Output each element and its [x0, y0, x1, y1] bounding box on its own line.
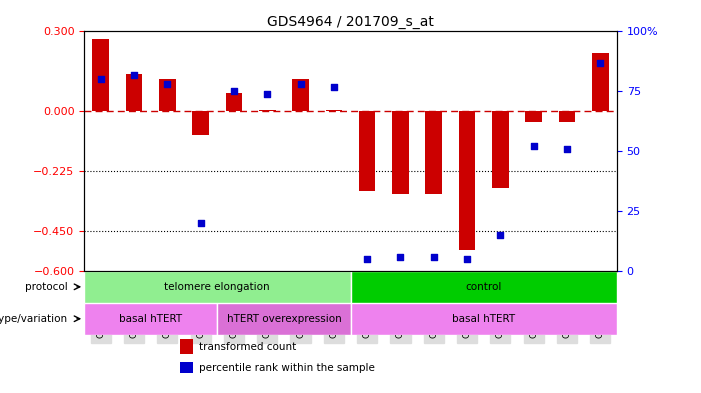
Bar [392, 111, 409, 194]
Bar [93, 39, 109, 111]
Text: telomere elongation: telomere elongation [165, 282, 270, 292]
Bar [226, 93, 243, 111]
FancyBboxPatch shape [84, 271, 350, 303]
Point [461, 256, 472, 262]
Text: basal hTERT: basal hTERT [452, 314, 515, 324]
Bar [458, 111, 475, 250]
Point [328, 83, 339, 90]
Bar [292, 79, 309, 111]
Point [229, 88, 240, 94]
Bar [325, 110, 342, 111]
FancyBboxPatch shape [350, 271, 617, 303]
Point [162, 81, 173, 87]
Point [195, 220, 206, 226]
Text: transformed count: transformed count [198, 342, 296, 352]
Bar [525, 111, 542, 122]
Bar [592, 53, 608, 111]
Point [528, 143, 539, 149]
Bar [259, 110, 275, 111]
Text: control: control [465, 282, 502, 292]
Text: percentile rank within the sample: percentile rank within the sample [198, 363, 374, 373]
Point [261, 90, 273, 97]
Bar [159, 79, 176, 111]
FancyBboxPatch shape [217, 303, 350, 335]
Text: hTERT overexpression: hTERT overexpression [226, 314, 341, 324]
Text: basal hTERT: basal hTERT [119, 314, 182, 324]
Point [594, 59, 606, 66]
Point [128, 72, 139, 78]
Point [562, 146, 573, 152]
Point [295, 81, 306, 87]
Bar [426, 111, 442, 194]
Point [395, 253, 406, 260]
Bar [359, 111, 376, 191]
Bar [559, 111, 576, 122]
Point [428, 253, 440, 260]
FancyBboxPatch shape [84, 303, 217, 335]
Title: GDS4964 / 201709_s_at: GDS4964 / 201709_s_at [267, 15, 434, 29]
Bar [125, 74, 142, 111]
Text: genotype/variation: genotype/variation [0, 314, 67, 324]
FancyBboxPatch shape [350, 303, 617, 335]
Bar [180, 362, 193, 373]
Bar [180, 339, 193, 354]
Point [495, 232, 506, 238]
Point [362, 256, 373, 262]
Point [95, 76, 107, 83]
Bar [492, 111, 509, 188]
Text: protocol: protocol [25, 282, 67, 292]
Bar [192, 111, 209, 135]
